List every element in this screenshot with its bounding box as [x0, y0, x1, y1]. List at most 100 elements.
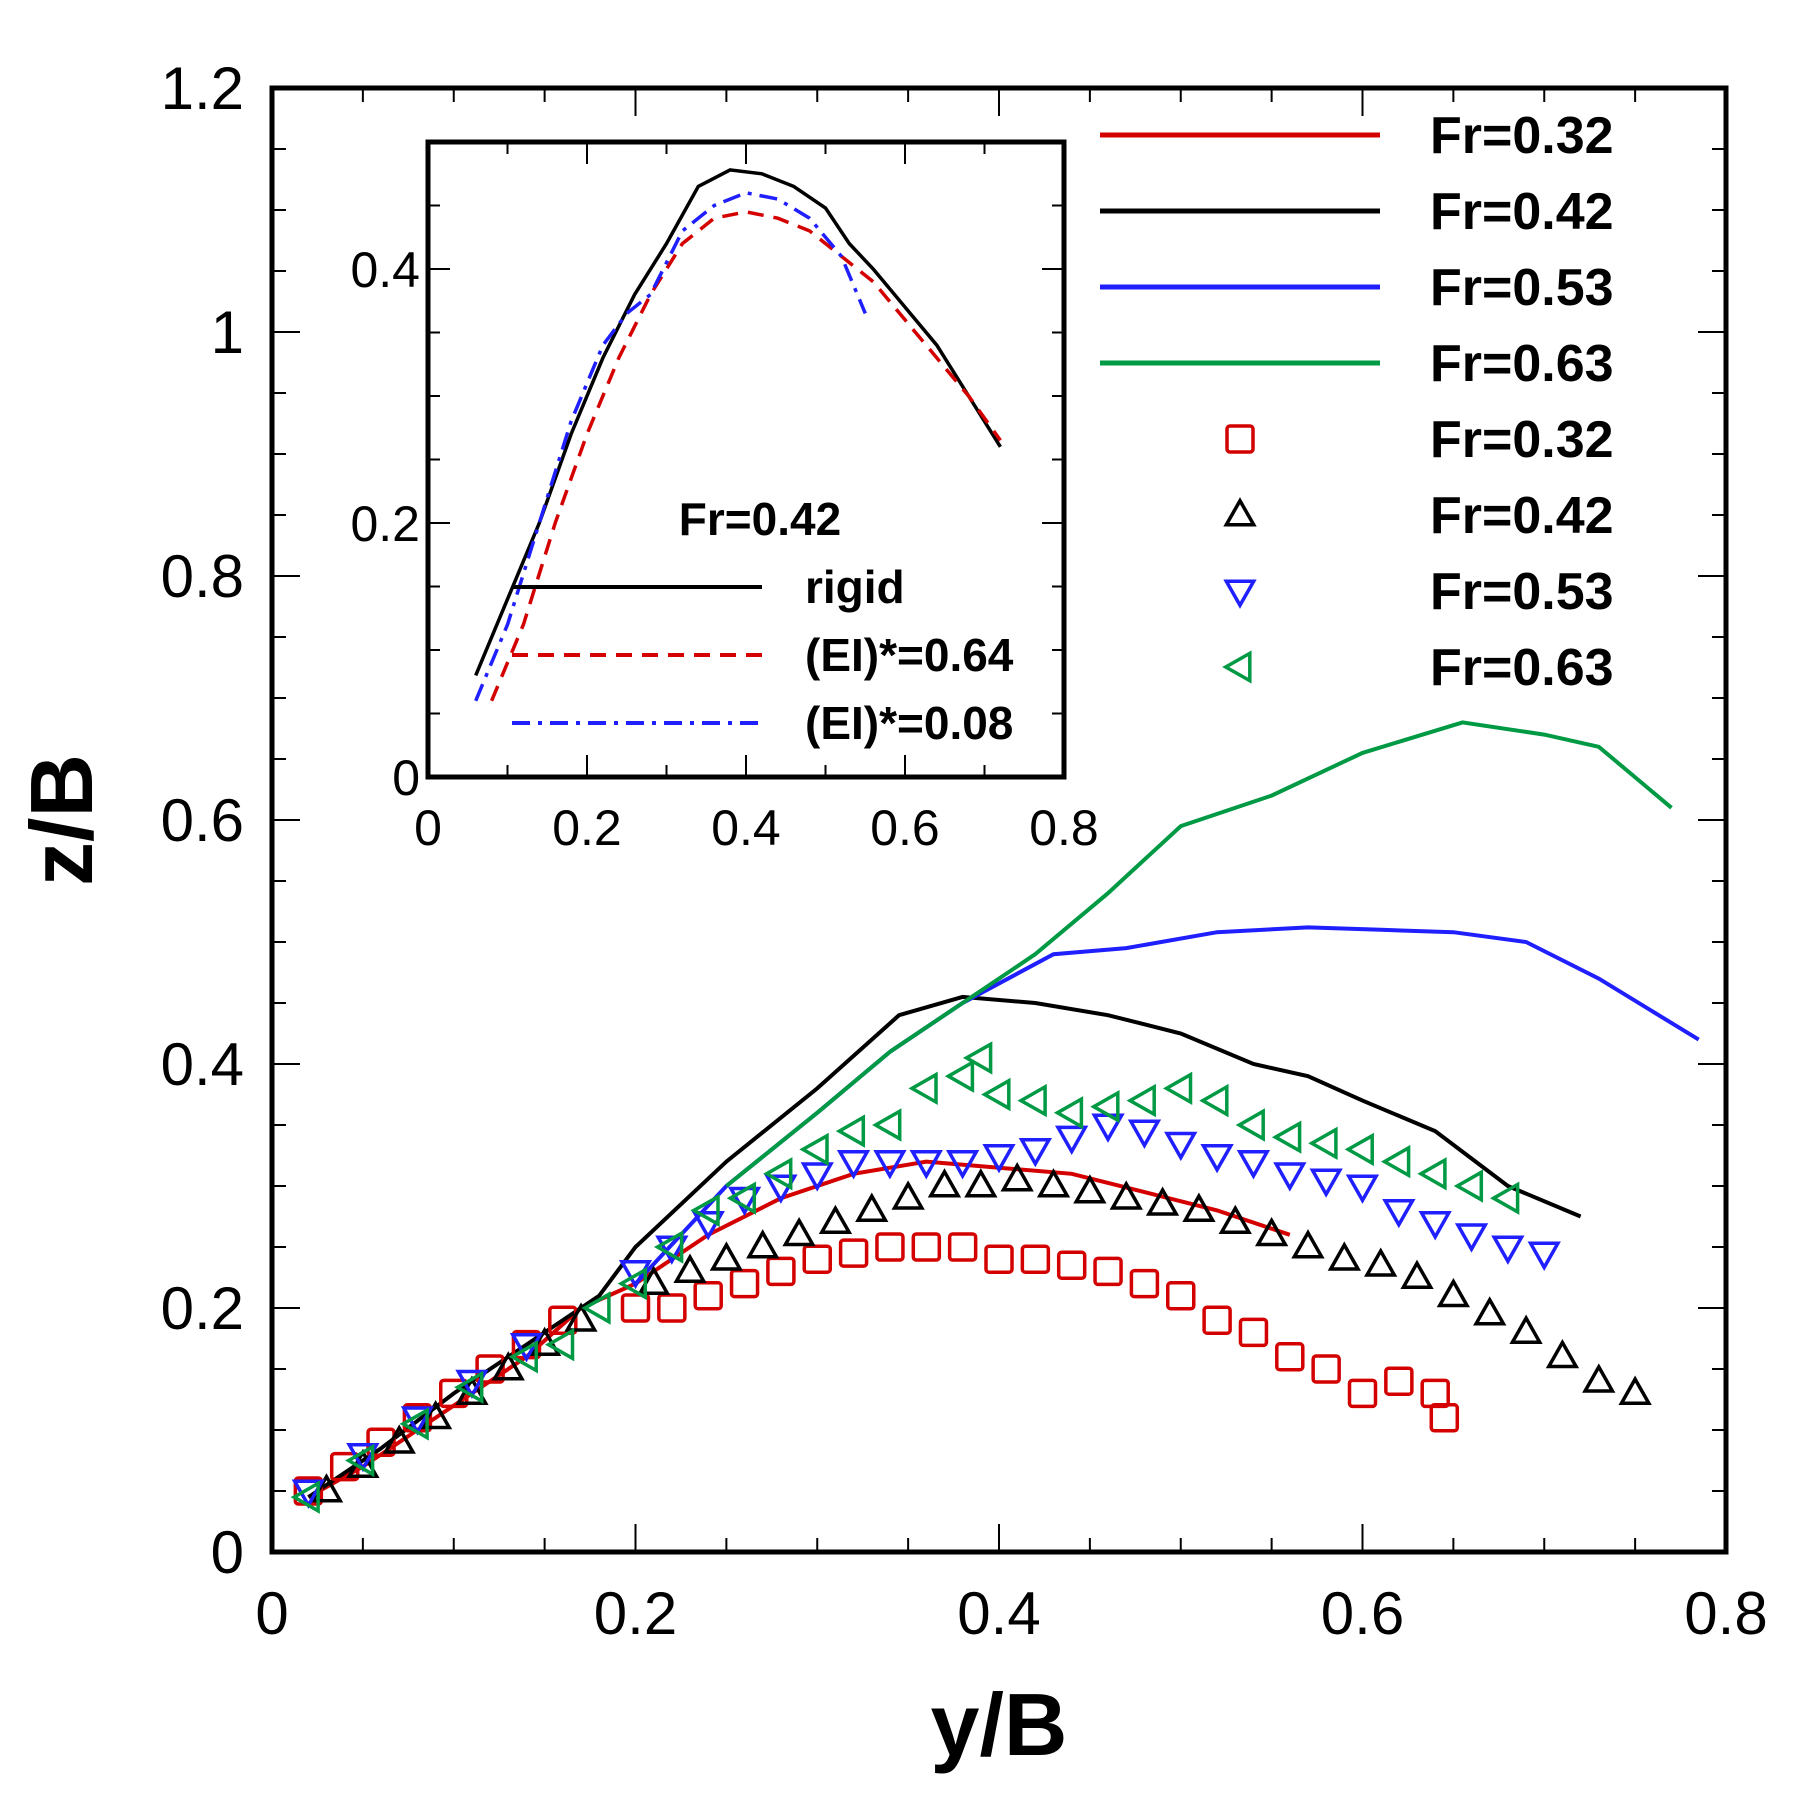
- marker-point-Fr=0.63: [581, 1291, 611, 1325]
- inset-x-tick-label: 0.8: [1029, 800, 1099, 856]
- marker-point-Fr=0.63: [1126, 1083, 1156, 1118]
- marker-point-Fr=0.32: [875, 1232, 905, 1262]
- marker-point-Fr=0.53: [909, 1150, 943, 1180]
- legend-label: Fr=0.63: [1430, 335, 1614, 393]
- marker-point-Fr=0.63: [763, 1157, 793, 1191]
- legend-marker-swatch: [1225, 424, 1255, 454]
- marker-point-Fr=0.53: [1054, 1125, 1089, 1156]
- marker-point-Fr=0.63: [1162, 1071, 1193, 1106]
- inset-x-tick-label: 0.2: [552, 800, 622, 856]
- x-tick-label: 0.2: [594, 1580, 677, 1647]
- line-series-Fr=0.63: [725, 720, 1673, 1188]
- marker-point-Fr=0.63: [872, 1108, 902, 1142]
- marker-point-Fr=0.42: [1327, 1241, 1362, 1271]
- marker-point-Fr=0.32: [657, 1293, 687, 1323]
- marker-point-Fr=0.32: [1166, 1281, 1196, 1311]
- marker-point-Fr=0.42: [818, 1204, 853, 1235]
- marker-point-Fr=0.53: [1382, 1198, 1416, 1229]
- inset-x-tick-label: 0: [414, 800, 442, 856]
- marker-point-Fr=0.63: [835, 1114, 866, 1148]
- marker-point-Fr=0.63: [1453, 1169, 1484, 1203]
- marker-point-Fr=0.32: [1384, 1366, 1414, 1396]
- marker-point-Fr=0.32: [802, 1244, 832, 1274]
- marker-point-Fr=0.53: [873, 1150, 907, 1180]
- marker-point-Fr=0.32: [911, 1232, 942, 1262]
- marker-point-Fr=0.32: [693, 1281, 723, 1311]
- marker-point-Fr=0.63: [1053, 1096, 1084, 1130]
- marker-point-Fr=0.53: [1309, 1168, 1343, 1198]
- marker-point-Fr=0.32: [475, 1354, 505, 1384]
- legend-label: Fr=0.42: [1430, 183, 1614, 241]
- marker-point-Fr=0.32: [1056, 1250, 1087, 1281]
- marker-point-Fr=0.42: [1363, 1247, 1398, 1277]
- marker-point-Fr=0.32: [620, 1293, 651, 1323]
- marker-point-Fr=0.53: [982, 1144, 1016, 1174]
- marker-point-Fr=0.63: [454, 1370, 484, 1405]
- x-axis-title: y/B: [931, 1675, 1068, 1774]
- inset-series-rigid: [474, 168, 1002, 677]
- marker-point-Fr=0.63: [653, 1230, 684, 1264]
- inset-series-(EI)*=0.08: [474, 190, 867, 702]
- marker-point-Fr=0.63: [1380, 1144, 1411, 1179]
- marker-point-Fr=0.63: [1490, 1181, 1520, 1215]
- inset-legend-label: (EI)*=0.08: [805, 697, 1013, 749]
- marker-point-Fr=0.63: [544, 1327, 575, 1362]
- marker-point-Fr=0.32: [1347, 1378, 1378, 1409]
- marker-point-Fr=0.63: [690, 1193, 720, 1228]
- marker-point-Fr=0.42: [1036, 1168, 1071, 1198]
- marker-point-Fr=0.63: [799, 1132, 829, 1167]
- marker-point-Fr=0.63: [1017, 1083, 1047, 1118]
- marker-point-Fr=0.63: [1199, 1083, 1229, 1118]
- inset-legend-label: rigid: [805, 561, 905, 613]
- marker-point-Fr=0.42: [382, 1424, 416, 1454]
- inset-x-tick-label: 0.4: [711, 800, 781, 856]
- legend-marker-swatch: [1222, 650, 1252, 684]
- marker-point-Fr=0.32: [766, 1256, 796, 1287]
- marker-point-Fr=0.42: [1218, 1204, 1252, 1235]
- marker-point-Fr=0.63: [508, 1340, 538, 1374]
- marker-point-Fr=0.42: [1073, 1174, 1107, 1204]
- marker-point-Fr=0.32: [366, 1427, 396, 1457]
- marker-point-Fr=0.63: [1417, 1157, 1447, 1191]
- marker-point-Fr=0.63: [981, 1077, 1011, 1112]
- x-tick-label: 0.4: [957, 1580, 1040, 1647]
- marker-point-Fr=0.63: [617, 1266, 648, 1301]
- inset-legend-label: (EI)*=0.64: [805, 629, 1014, 681]
- marker-point-Fr=0.53: [1491, 1235, 1525, 1265]
- marker-point-Fr=0.53: [764, 1174, 798, 1204]
- inset-x-tick-label: 0.6: [870, 800, 940, 856]
- marker-point-Fr=0.42: [927, 1168, 962, 1198]
- inset-series-(EI)*=0.64: [489, 210, 1002, 702]
- inset-y-tick-label: 0.4: [350, 242, 420, 298]
- marker-point-Fr=0.53: [691, 1211, 725, 1241]
- y-tick-label: 0.8: [161, 543, 244, 610]
- marker-point-Fr=0.53: [1127, 1119, 1162, 1149]
- marker-point-Fr=0.53: [509, 1333, 544, 1363]
- marker-point-Fr=0.53: [1200, 1144, 1234, 1174]
- marker-point-Fr=0.42: [1582, 1363, 1616, 1393]
- marker-point-Fr=0.63: [944, 1059, 975, 1093]
- marker-point-Fr=0.42: [673, 1253, 707, 1283]
- marker-point-Fr=0.63: [908, 1071, 938, 1106]
- marker-point-Fr=0.42: [491, 1351, 525, 1381]
- marker-point-Fr=0.32: [1238, 1317, 1269, 1348]
- marker-point-Fr=0.42: [1509, 1314, 1543, 1344]
- marker-point-Fr=0.63: [1344, 1132, 1374, 1167]
- marker-point-Fr=0.53: [1273, 1162, 1307, 1192]
- marker-point-Fr=0.63: [1090, 1089, 1120, 1124]
- marker-point-Fr=0.53: [1527, 1241, 1561, 1271]
- y-tick-label: 0.6: [161, 787, 244, 854]
- legend-label: Fr=0.53: [1430, 259, 1614, 317]
- marker-point-Fr=0.53: [1454, 1223, 1489, 1253]
- y-tick-label: 0: [211, 1519, 244, 1586]
- marker-point-Fr=0.53: [836, 1150, 871, 1180]
- marker-point-Fr=0.53: [1164, 1131, 1198, 1162]
- y-tick-label: 1: [211, 299, 244, 366]
- marker-point-Fr=0.53: [1418, 1211, 1452, 1241]
- marker-point-Fr=0.63: [345, 1443, 375, 1478]
- marker-point-Fr=0.63: [1308, 1126, 1338, 1161]
- marker-point-Fr=0.53: [800, 1162, 834, 1192]
- inset-y-tick-label: 0: [392, 750, 420, 806]
- legend-label: Fr=0.42: [1430, 487, 1614, 545]
